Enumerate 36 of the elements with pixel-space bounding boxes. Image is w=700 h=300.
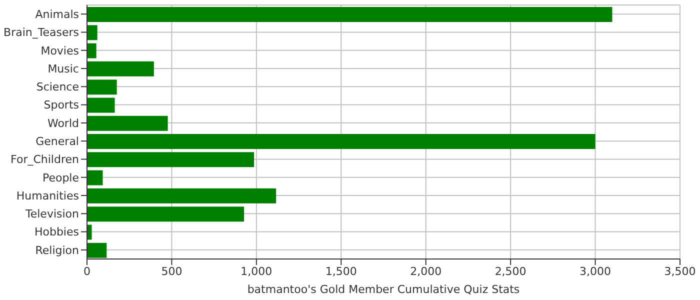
y-tick-label: Humanities	[16, 189, 80, 202]
bar	[87, 116, 168, 131]
y-tick-label: Music	[48, 62, 79, 76]
bar	[87, 188, 276, 204]
x-tick-label: 1,000	[240, 264, 272, 278]
y-tick-label: Television	[24, 208, 80, 221]
y-tick-label: Science	[36, 80, 80, 94]
bar	[87, 152, 254, 168]
y-tick-label: Movies	[40, 44, 80, 58]
y-tick-label: People	[42, 171, 80, 184]
bar	[87, 98, 115, 113]
x-tick-label: 500	[161, 264, 182, 278]
bar	[87, 206, 244, 222]
bar	[87, 43, 96, 58]
y-tick-label: World	[47, 116, 79, 130]
bar	[87, 242, 107, 258]
x-tick-label: 3,000	[580, 264, 612, 278]
bar	[87, 61, 154, 76]
y-tick-label: General	[36, 134, 79, 148]
x-tick-label: 3,500	[664, 264, 696, 278]
y-tick-label: Animals	[35, 8, 80, 21]
y-tick-label: Religion	[35, 244, 80, 257]
y-tick-label: Brain_Teasers	[4, 26, 80, 40]
x-tick-label: 1,500	[325, 264, 357, 278]
x-tick-label: 2,000	[410, 264, 442, 278]
y-tick-label: Hobbies	[34, 226, 80, 239]
y-tick-label: For_Children	[10, 153, 80, 166]
bar	[87, 25, 98, 40]
x-axis-title: batmantoo's Gold Member Cumulative Quiz Stats	[247, 283, 520, 296]
x-tick-label: 2,500	[494, 264, 526, 278]
x-tick-label: 0	[84, 264, 90, 278]
bar	[87, 134, 596, 149]
y-tick-label: Sports	[44, 98, 80, 112]
bar	[87, 80, 117, 95]
bar	[87, 7, 612, 22]
bar	[87, 170, 103, 186]
